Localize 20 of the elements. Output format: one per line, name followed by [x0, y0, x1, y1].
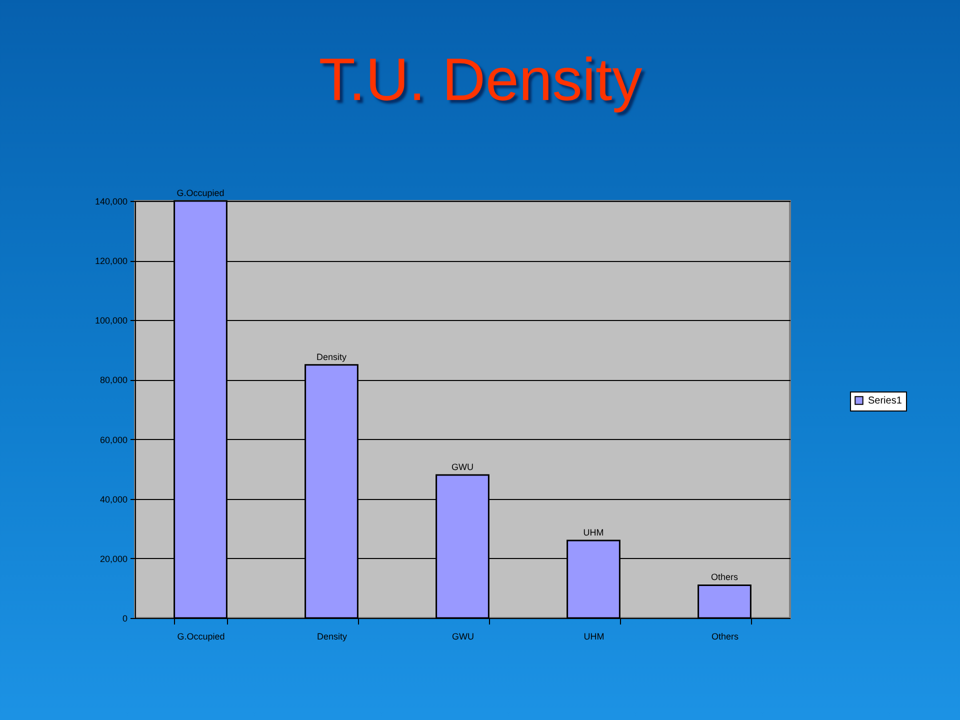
- data-label: UHM: [583, 528, 604, 538]
- y-tick-label: 100,000: [94, 316, 128, 326]
- data-label: GWU: [452, 462, 474, 472]
- data-label: Density: [316, 352, 347, 362]
- y-tick-label: 140,000: [94, 196, 128, 206]
- x-tick-label: G.Occupied: [177, 632, 225, 642]
- y-tick-label: 40,000: [100, 494, 128, 504]
- y-tick-label: 0: [122, 614, 128, 624]
- y-tick-label: 60,000: [100, 434, 128, 445]
- y-tick-label: 20,000: [100, 554, 128, 564]
- y-tick-label: 120,000: [94, 256, 128, 266]
- x-tick-label: Others: [711, 632, 739, 642]
- x-tick-label: GWU: [452, 632, 474, 642]
- chart-title: T.U. Density: [318, 46, 642, 113]
- x-tick-label: UHM: [584, 632, 604, 642]
- data-label: Others: [710, 572, 738, 582]
- y-tick-label: 80,000: [100, 375, 128, 386]
- legend-label: Series1: [868, 396, 902, 406]
- x-tick-label: Density: [316, 632, 348, 642]
- data-label: G.Occupied: [176, 188, 224, 198]
